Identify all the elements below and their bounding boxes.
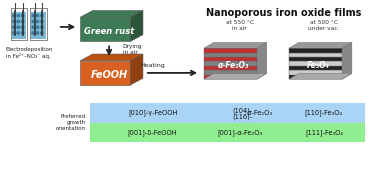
Text: Green rust: Green rust	[84, 27, 134, 36]
Circle shape	[13, 32, 15, 34]
Circle shape	[41, 20, 43, 22]
Circle shape	[17, 26, 19, 28]
Polygon shape	[289, 62, 342, 66]
Polygon shape	[130, 10, 143, 41]
Polygon shape	[80, 61, 130, 85]
Circle shape	[36, 26, 39, 28]
Text: Drying
in air: Drying in air	[122, 44, 142, 55]
Circle shape	[17, 20, 19, 22]
Circle shape	[22, 32, 24, 34]
Polygon shape	[204, 66, 257, 70]
Polygon shape	[289, 66, 342, 70]
Polygon shape	[204, 73, 267, 79]
Text: Heating: Heating	[140, 63, 165, 68]
Polygon shape	[204, 48, 257, 53]
Text: Electrodeposition
in Fe²⁺–NO₃⁻ aq.: Electrodeposition in Fe²⁺–NO₃⁻ aq.	[5, 47, 53, 59]
Circle shape	[41, 14, 43, 17]
Text: Nanoporous iron oxide films: Nanoporous iron oxide films	[206, 8, 361, 18]
Text: [110]-Fe₃O₄: [110]-Fe₃O₄	[305, 110, 343, 116]
Polygon shape	[289, 70, 342, 75]
Circle shape	[41, 26, 43, 28]
Text: α-Fe₂O₃: α-Fe₂O₃	[245, 110, 273, 116]
Bar	[30, 8, 47, 40]
Polygon shape	[80, 17, 130, 41]
Polygon shape	[257, 42, 267, 79]
Polygon shape	[289, 48, 342, 53]
Text: Fe₃O₄: Fe₃O₄	[307, 61, 330, 70]
Polygon shape	[204, 53, 257, 57]
Polygon shape	[80, 54, 143, 61]
Bar	[31, 12, 46, 39]
Circle shape	[41, 32, 43, 34]
Polygon shape	[289, 57, 342, 62]
Text: at 500 °C
under vac.: at 500 °C under vac.	[308, 20, 339, 31]
Text: [010]-γ-FeOOH: [010]-γ-FeOOH	[128, 110, 177, 116]
Polygon shape	[289, 53, 342, 57]
Circle shape	[13, 20, 15, 22]
Text: (104)-: (104)-	[232, 107, 252, 114]
Circle shape	[36, 14, 39, 17]
Polygon shape	[204, 75, 257, 79]
Circle shape	[32, 20, 34, 22]
Bar	[11, 8, 27, 40]
Circle shape	[13, 14, 15, 17]
Text: at 550 °C
in air: at 550 °C in air	[226, 20, 254, 31]
Circle shape	[32, 14, 34, 17]
Circle shape	[36, 20, 39, 22]
Circle shape	[36, 32, 39, 34]
Text: FeOOH: FeOOH	[91, 70, 128, 80]
Polygon shape	[80, 10, 143, 17]
Polygon shape	[130, 54, 143, 85]
Polygon shape	[289, 75, 342, 79]
Polygon shape	[204, 62, 257, 66]
Circle shape	[22, 14, 24, 17]
Circle shape	[22, 26, 24, 28]
Polygon shape	[204, 57, 257, 62]
Circle shape	[32, 26, 34, 28]
Bar	[90, 123, 366, 142]
Circle shape	[17, 32, 19, 34]
Circle shape	[32, 32, 34, 34]
Bar	[90, 103, 366, 123]
Text: Preferred
growth
orientation: Preferred growth orientation	[56, 114, 86, 131]
Text: [001]-α-Fe₂O₃: [001]-α-Fe₂O₃	[217, 129, 262, 136]
Circle shape	[13, 26, 15, 28]
Polygon shape	[289, 42, 352, 48]
Text: α-Fe₂O₃: α-Fe₂O₃	[218, 61, 249, 70]
Polygon shape	[342, 42, 352, 79]
Polygon shape	[289, 73, 352, 79]
Circle shape	[17, 14, 19, 17]
Text: [001]-δ-FeOOH: [001]-δ-FeOOH	[128, 129, 177, 136]
Polygon shape	[204, 42, 267, 48]
Bar	[12, 12, 26, 39]
Circle shape	[22, 20, 24, 22]
Text: (116)-: (116)-	[232, 113, 252, 120]
Text: [111]-Fe₃O₄: [111]-Fe₃O₄	[305, 129, 343, 136]
Polygon shape	[204, 70, 257, 75]
